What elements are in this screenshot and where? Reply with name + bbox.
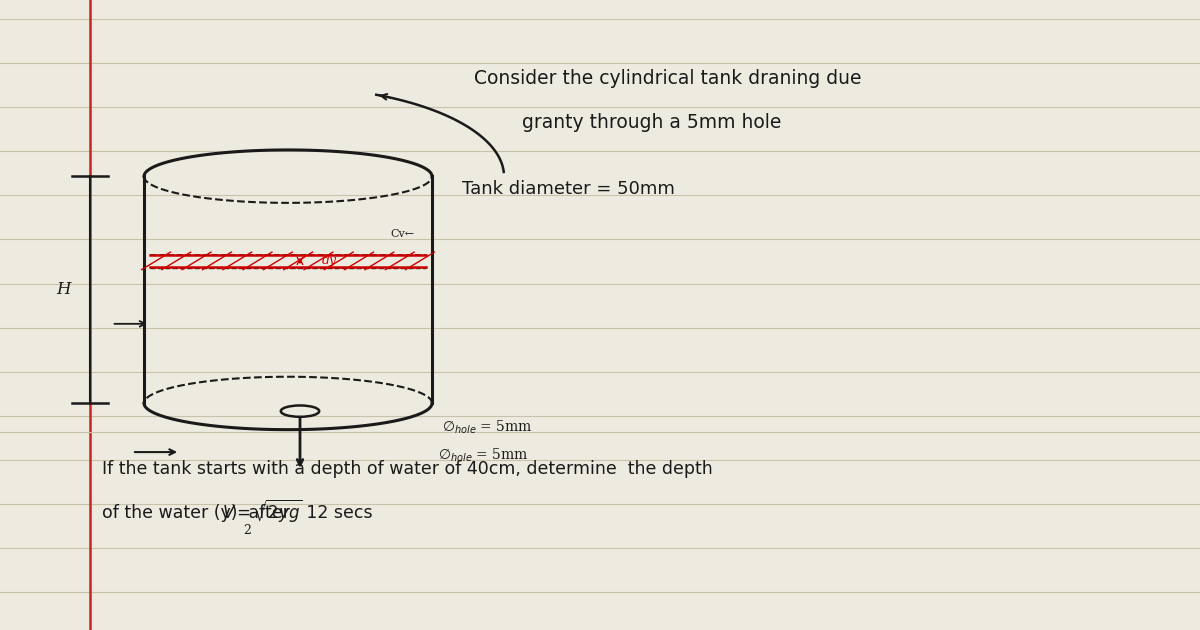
Text: $\emptyset_{hole}$ = 5mm: $\emptyset_{hole}$ = 5mm [442, 418, 533, 435]
Text: granty through a 5mm hole: granty through a 5mm hole [522, 113, 781, 132]
Text: Consider the cylindrical tank draning due: Consider the cylindrical tank draning du… [474, 69, 862, 88]
Text: of the water (y)  after   12 secs: of the water (y) after 12 secs [102, 505, 373, 522]
Text: If the tank starts with a depth of water of 40cm, determine  the depth: If the tank starts with a depth of water… [102, 461, 713, 478]
Text: dy: dy [322, 255, 337, 267]
Text: Cv←: Cv← [390, 229, 414, 239]
Text: 2: 2 [244, 524, 252, 537]
Text: Tank diameter = 50mm: Tank diameter = 50mm [462, 180, 674, 198]
Text: $V= \sqrt{2yg}$: $V= \sqrt{2yg}$ [222, 498, 302, 525]
Text: $\emptyset_{hole}$ = 5mm: $\emptyset_{hole}$ = 5mm [438, 446, 529, 464]
Text: H: H [56, 282, 71, 298]
